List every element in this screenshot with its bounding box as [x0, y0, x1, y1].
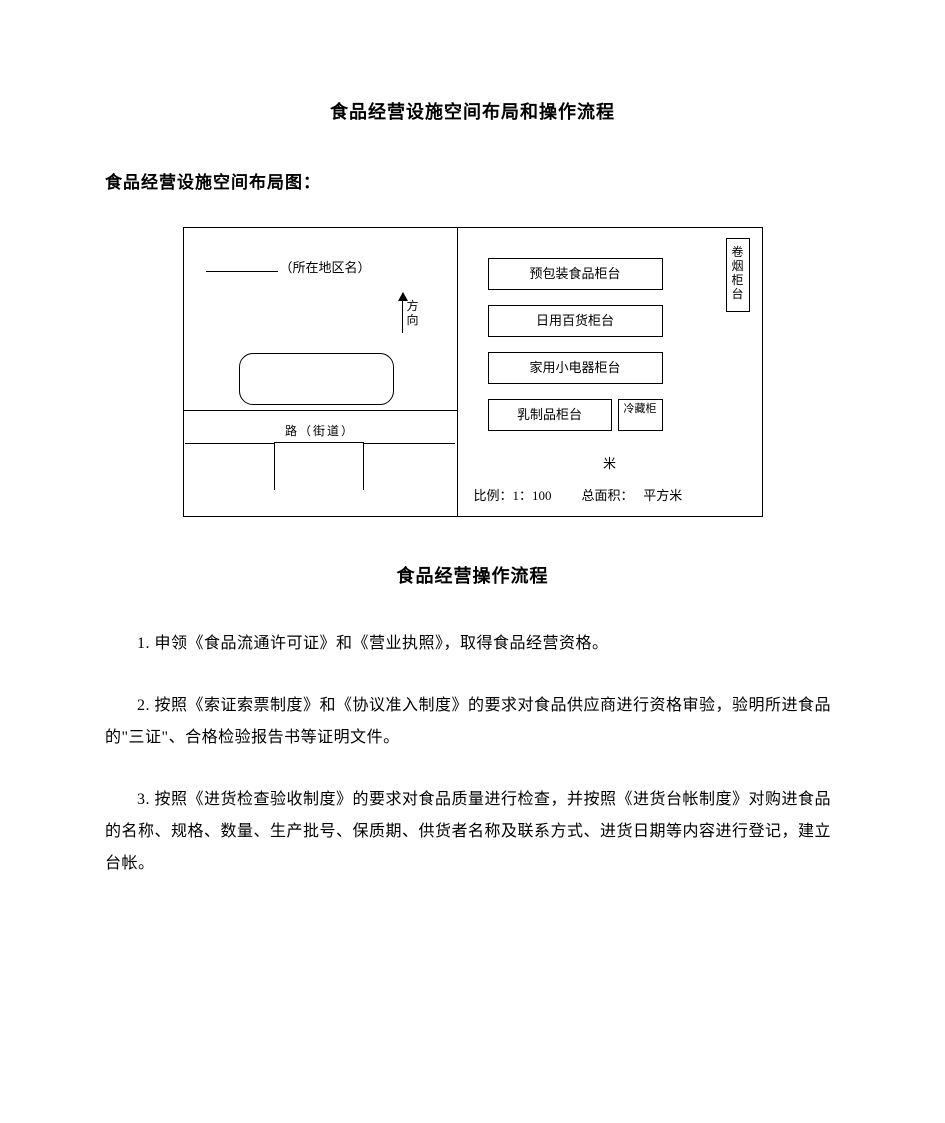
prepack-counter: 预包装食品柜台 — [488, 258, 663, 290]
cigarette-counter: 卷烟柜台 — [726, 238, 750, 312]
flow-step-3: 3. 按照《进货检查验收制度》的要求对食品质量进行检查，并按照《进货台帐制度》对… — [105, 784, 840, 880]
road-label: 路（街道） — [184, 420, 457, 443]
location-label: （所在地区名） — [206, 256, 371, 281]
direction-arrow: 方向 — [402, 293, 421, 333]
layout-diagram: （所在地区名） 方向 路（街道） 卷烟柜台 预包装食品柜台 日用百货柜台 家用小… — [183, 227, 763, 517]
area-label: 总面积： 平方米 — [582, 484, 683, 509]
floorplan-panel: 卷烟柜台 预包装食品柜台 日用百货柜台 家用小电器柜台 乳制品柜台 冷藏柜 米 … — [458, 227, 763, 517]
flow-step-2: 2. 按照《索证索票制度》和《协议准入制度》的要求对食品供应商进行资格审验，验明… — [105, 690, 840, 754]
map-panel: （所在地区名） 方向 路（街道） — [183, 227, 458, 517]
dairy-counter: 乳制品柜台 — [488, 399, 612, 431]
cold-cabinet: 冷藏柜 — [618, 399, 663, 431]
flow-step-1: 1. 申领《食品流通许可证》和《营业执照》，取得食品经营资格。 — [105, 628, 840, 660]
building-block — [239, 353, 394, 405]
flow-heading: 食品经营操作流程 — [105, 559, 840, 593]
appliance-counter: 家用小电器柜台 — [488, 352, 663, 384]
page-title: 食品经营设施空间布局和操作流程 — [105, 95, 840, 129]
road-segment — [274, 442, 364, 490]
scale-label: 比例：1：100 — [474, 484, 552, 509]
layout-heading: 食品经营设施空间布局图： — [105, 167, 840, 199]
daily-goods-counter: 日用百货柜台 — [488, 305, 663, 337]
width-label: 米 — [458, 452, 762, 477]
